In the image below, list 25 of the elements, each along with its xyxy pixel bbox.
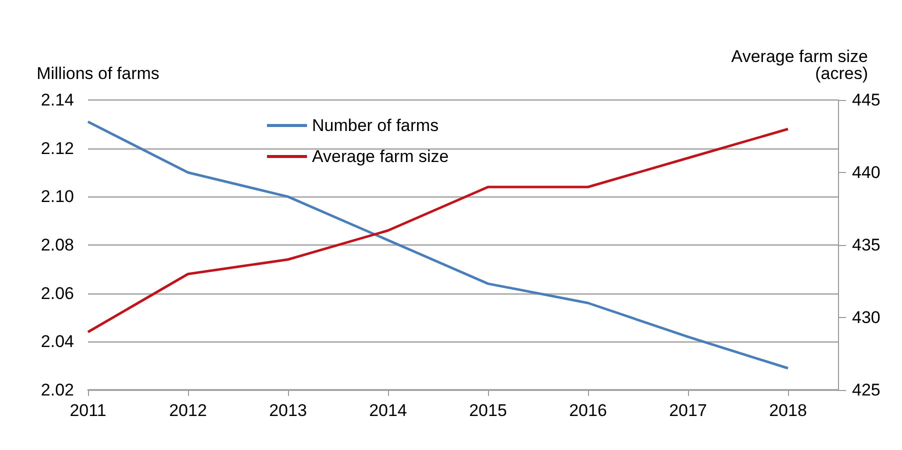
y2-tick-label: 440	[852, 163, 880, 182]
y-tick-label: 2.02	[40, 380, 74, 400]
y-tick-label: 2.06	[40, 284, 74, 303]
legend-label: Average farm size	[312, 147, 449, 166]
y-axis-title: Millions of farms	[36, 64, 160, 83]
x-tick-label: 2014	[369, 401, 407, 420]
x-tick-label: 2017	[669, 401, 707, 420]
y2-tick-label: 435	[852, 236, 880, 254]
y2-tick-label: 445	[852, 90, 880, 110]
x-tick-label: 2018	[769, 401, 807, 420]
y-tick-label: 2.08	[40, 236, 74, 254]
y2-tick-label: 430	[852, 308, 880, 327]
x-tick-label: 2015	[469, 401, 507, 420]
y-tick-label: 2.14	[40, 90, 74, 110]
y-tick-label: 2.10	[40, 187, 74, 206]
x-tick-label: 2012	[169, 401, 207, 420]
line-series	[86, 120, 790, 370]
y-tick-label: 2.12	[40, 138, 74, 158]
y2-tick-label: 425	[852, 380, 880, 400]
x-tick-label: 2011	[70, 401, 106, 420]
legend-label: Number of farms	[312, 116, 439, 135]
x-tick-label: 2016	[569, 401, 607, 420]
x-tick-label: 2013	[269, 401, 307, 420]
y-tick-label: 2.04	[40, 332, 74, 352]
y2-axis-title: Average farm size (acres)	[731, 47, 868, 83]
